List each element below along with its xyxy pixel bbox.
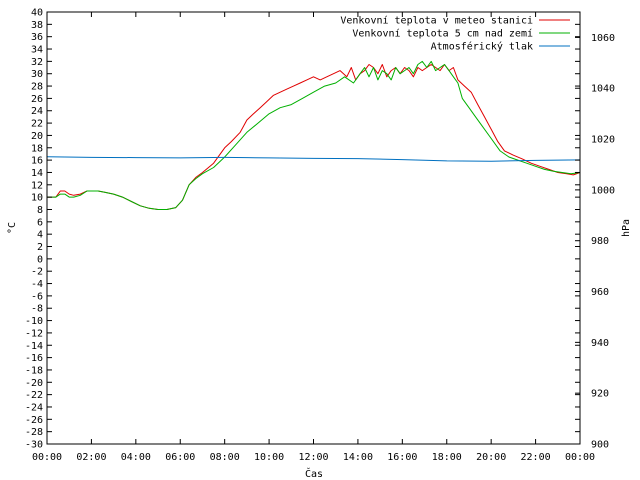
legend: Venkovní teplota v meteo staniciVenkovní… — [340, 15, 570, 53]
y-tick-label: -20 — [25, 378, 43, 389]
y-tick-label: 38 — [31, 20, 43, 31]
x-tick-label: 22:00 — [521, 452, 551, 463]
y2-tick-label: 960 — [591, 287, 609, 298]
x-tick-label: 00:00 — [32, 452, 62, 463]
series-line-1 — [47, 64, 581, 210]
x-tick-label: 04:00 — [121, 452, 151, 463]
y-tick-label: 16 — [31, 156, 43, 167]
y2-tick-label: 940 — [591, 338, 609, 349]
y-axis-label: °C — [7, 222, 18, 234]
y2-tick-label: 920 — [591, 389, 609, 400]
y-tick-label: 26 — [31, 94, 43, 105]
y-tick-label: 8 — [37, 205, 43, 216]
y-tick-label: -24 — [25, 402, 43, 413]
x-tick-label: 16:00 — [387, 452, 417, 463]
y-tick-label: 22 — [31, 119, 43, 130]
y2-tick-label: 1000 — [591, 185, 615, 196]
series-line-3 — [46, 156, 581, 162]
y-tick-label: -4 — [31, 279, 43, 290]
y-tick-label: 4 — [37, 230, 43, 241]
y-tick-label: -30 — [25, 440, 43, 451]
x-tick-label: 20:00 — [476, 452, 506, 463]
y-tick-label: 2 — [37, 242, 43, 253]
x-tick-label: 10:00 — [254, 452, 284, 463]
y-tick-label: -8 — [31, 304, 43, 315]
y2-tick-label: 1060 — [591, 33, 615, 44]
legend-label-2: Venkovní teplota 5 cm nad zemí — [352, 28, 533, 40]
y-tick-label: 24 — [31, 106, 43, 117]
y-tick-label: -12 — [25, 328, 43, 339]
y-tick-label: -6 — [31, 291, 43, 302]
series-line-2 — [47, 60, 581, 210]
y-tick-label: 40 — [31, 8, 43, 19]
x-tick-label: 14:00 — [343, 452, 373, 463]
y2-tick-label: 1040 — [591, 84, 615, 95]
y-tick-label: 30 — [31, 69, 43, 80]
y-tick-label: -26 — [25, 415, 43, 426]
y-tick-label: 32 — [31, 57, 43, 68]
y-tick-label: 14 — [31, 168, 43, 179]
y-tick-label: -10 — [25, 316, 43, 327]
x-tick-label: 00:00 — [565, 452, 595, 463]
x-tick-label: 02:00 — [76, 452, 106, 463]
y-tick-label: -2 — [31, 267, 43, 278]
y-tick-label: 18 — [31, 143, 43, 154]
y-tick-label: 28 — [31, 82, 43, 93]
legend-label-3: Atmosférický tlak — [431, 41, 533, 53]
plot-area — [46, 60, 581, 210]
y-tick-label: -18 — [25, 365, 43, 376]
y-tick-label: 6 — [37, 217, 43, 228]
y-tick-label: -28 — [25, 427, 43, 438]
y-tick-label: 20 — [31, 131, 43, 142]
y2-tick-label: 900 — [591, 440, 609, 451]
y2-tick-label: 1020 — [591, 135, 615, 146]
x-tick-label: 06:00 — [165, 452, 195, 463]
y-tick-label: 34 — [31, 45, 43, 56]
y2-axis-label: hPa — [621, 219, 632, 237]
y-tick-label: 12 — [31, 180, 43, 191]
axes: 4038363432302826242220181614121086420-2-… — [25, 8, 615, 464]
legend-label-1: Venkovní teplota v meteo stanici — [340, 15, 533, 27]
y-tick-label: 0 — [37, 254, 43, 265]
y-tick-label: 36 — [31, 32, 43, 43]
y-tick-label: 10 — [31, 193, 43, 204]
x-tick-label: 12:00 — [298, 452, 328, 463]
y2-tick-label: 980 — [591, 236, 609, 247]
y-tick-label: -16 — [25, 353, 43, 364]
x-tick-label: 08:00 — [210, 452, 240, 463]
y-tick-label: -14 — [25, 341, 43, 352]
x-tick-label: 18:00 — [432, 452, 462, 463]
x-axis-label: Čas — [305, 467, 323, 480]
y-tick-label: -22 — [25, 390, 43, 401]
